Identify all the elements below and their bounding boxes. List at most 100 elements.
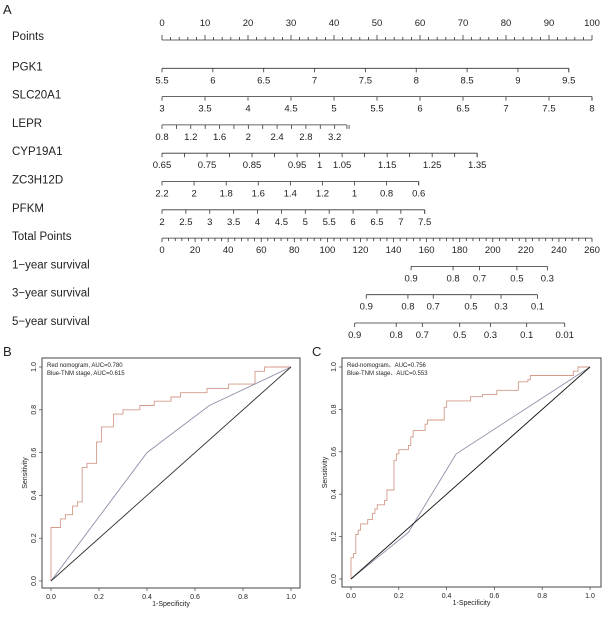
points-axis-tick-label: 70	[458, 18, 469, 29]
variable-tick-label: 6.5	[370, 217, 383, 228]
variable-tick-label: 3	[207, 217, 212, 228]
variable-tick-label: 1.25	[423, 160, 442, 171]
variable-tick-label: 7.5	[418, 217, 431, 228]
roc-panel-b: B 0.0 0.0 0.2 0.2 0.4 0.4 0.6 0.6 0.8 0.8 1.0 1.0 1-S…	[3, 344, 301, 608]
variable-tick-label: 0.6	[412, 189, 425, 200]
x-tick-label: 0.6	[490, 593, 500, 600]
survival-tick-label: 0.3	[494, 302, 507, 313]
survival-tick-label: 0.01	[555, 330, 574, 341]
total-points-tick-label: 160	[419, 245, 435, 256]
total-points-tick-label: 0	[159, 245, 164, 256]
y-tick-label: 0.6	[31, 448, 38, 458]
variable-tick-label: 2.4	[271, 132, 284, 143]
variable-tick-label: 8	[414, 75, 419, 86]
variable-tick-label: 1.15	[378, 160, 397, 171]
survival-tick-label: 0.5	[510, 273, 523, 284]
variable-tick-label: 1.6	[252, 189, 265, 200]
variable-tick-label: 2	[246, 132, 251, 143]
roc-panel-c: C 0.0 0.0 0.2 0.2 0.4 0.4 0.6 0.6 0.8 0.8 1.0 1.0 1-S…	[312, 344, 602, 607]
legend-entry: Blue-TNM stage, AUC=0.615	[47, 371, 125, 377]
total-points-tick-label: 80	[289, 245, 300, 256]
variable-tick-label: 9.5	[562, 75, 575, 86]
variable-tick-label: 1.8	[220, 189, 233, 200]
x-tick-label: 0.8	[537, 593, 547, 600]
x-axis-label: 1-Specificity	[453, 600, 491, 607]
legend-entry: Red nomogram, AUC=0.780	[47, 363, 123, 369]
variable-tick-label: 0.65	[153, 160, 172, 171]
points-axis-tick-label: 10	[200, 18, 211, 29]
total-points-tick-label: 240	[551, 245, 567, 256]
survival-tick-label: 0.1	[520, 330, 533, 341]
points-axis-tick-label: 60	[415, 18, 426, 29]
total-points-tick-label: 20	[190, 245, 201, 256]
survival-tick-label: 0.7	[416, 330, 429, 341]
variable-tick-label: 0.8	[155, 132, 168, 143]
survival-label-5year: 5−year survival	[12, 316, 90, 328]
variable-tick-label: 2.8	[299, 132, 312, 143]
panel-label-c: C	[312, 344, 321, 359]
plot-frame	[341, 357, 602, 588]
x-tick-label: 0.8	[238, 594, 248, 601]
x-tick-label: 1.0	[286, 594, 296, 601]
tnm-stage-roc-curve	[50, 366, 292, 582]
variable-tick-label: 2.2	[155, 189, 168, 200]
reference-diagonal-line	[50, 366, 292, 582]
variable-tick-label: 4.5	[275, 217, 288, 228]
survival-tick-label: 0.9	[404, 273, 417, 284]
variable-label-zc3h12d: ZC3H12D	[12, 175, 63, 187]
x-tick-label: 0.4	[142, 594, 152, 601]
variable-label-slc20a1: SLC20A1	[12, 90, 61, 102]
survival-tick-label: 0.5	[464, 302, 477, 313]
variable-tick-label: 2.5	[179, 217, 192, 228]
points-axis-tick-label: 50	[372, 18, 383, 29]
survival-tick-label: 0.3	[541, 273, 554, 284]
legend-entry: Red-nomogram、AUC=0.756	[347, 363, 427, 369]
total-points-tick-label: 260	[584, 245, 600, 256]
y-tick-label: 1.0	[31, 362, 38, 372]
variable-tick-label: 5.5	[155, 75, 168, 86]
variable-tick-label: 5.5	[370, 104, 383, 115]
total-points-tick-label: 60	[256, 245, 267, 256]
variable-tick-label: 2	[159, 217, 164, 228]
variable-tick-label: 1.2	[316, 189, 329, 200]
y-tick-label: 0.4	[31, 490, 38, 500]
points-axis-tick-label: 90	[544, 18, 555, 29]
variable-tick-label: 0.8	[380, 189, 393, 200]
legend-entry: Blue-TNM stage、AUC=0.553	[347, 371, 428, 377]
y-tick-label: 0.2	[31, 533, 38, 543]
survival-tick-label: 0.5	[453, 330, 466, 341]
variable-label-pgk1: PGK1	[12, 61, 43, 73]
survival-tick-label: 0.1	[531, 302, 544, 313]
x-tick-label: 1.0	[585, 593, 595, 600]
points-axis-tick-label: 80	[501, 18, 512, 29]
variable-tick-label: 2	[191, 189, 196, 200]
variable-tick-label: 6.5	[257, 75, 270, 86]
variable-tick-label: 7.5	[542, 104, 555, 115]
y-tick-label: 0.6	[331, 447, 338, 457]
panel-label-a: A	[3, 2, 12, 17]
variable-tick-label: 6.5	[456, 104, 469, 115]
y-tick-label: 0.8	[31, 405, 38, 415]
points-axis-label: Points	[12, 31, 44, 43]
x-tick-label: 0.0	[346, 593, 356, 600]
survival-label-1year: 1−year survival	[12, 259, 90, 271]
variable-tick-label: 7	[398, 217, 403, 228]
survival-tick-label: 0.9	[348, 330, 361, 341]
y-axis-label: Sensitivity	[22, 457, 29, 489]
variable-tick-label: 5	[331, 104, 336, 115]
variable-tick-label: 6	[417, 104, 422, 115]
x-tick-label: 0.0	[46, 594, 56, 601]
y-tick-label: 0.0	[31, 576, 38, 586]
variable-label-lepr: LEPR	[12, 118, 42, 130]
variable-tick-label: 9	[515, 75, 520, 86]
variable-tick-label: 1.2	[184, 132, 197, 143]
variable-tick-label: 1.35	[468, 160, 487, 171]
variable-tick-label: 7.5	[359, 75, 372, 86]
variable-tick-label: 1	[352, 189, 357, 200]
survival-tick-label: 0.7	[427, 302, 440, 313]
total-points-tick-label: 220	[518, 245, 534, 256]
variable-tick-label: 3	[159, 104, 164, 115]
total-points-tick-label: 180	[452, 245, 468, 256]
variable-tick-label: 0.95	[288, 160, 307, 171]
